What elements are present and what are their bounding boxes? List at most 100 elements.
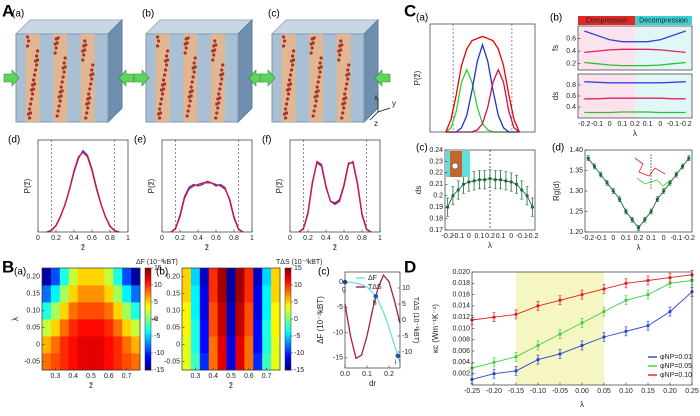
render-particle xyxy=(55,41,59,45)
heatmap-cell xyxy=(68,353,79,371)
data-point xyxy=(520,188,524,192)
render-particle xyxy=(220,77,224,81)
panel-label: (d) xyxy=(8,135,20,146)
colorbar-step xyxy=(285,290,291,294)
render-particle xyxy=(339,39,343,43)
heatmap-cell xyxy=(131,302,141,320)
series-line xyxy=(584,97,686,100)
heatmap-cell xyxy=(190,336,201,354)
x-tick-label: -0.1 xyxy=(595,235,607,242)
colorbar-step xyxy=(145,298,151,302)
y-tick-label: 0.24 xyxy=(429,147,443,154)
panel-label: (d) xyxy=(552,143,564,154)
heatmap-cell xyxy=(131,319,141,337)
render-particle xyxy=(346,77,350,81)
render-particle xyxy=(163,68,168,72)
y-tick-label: 1.20 xyxy=(569,229,583,236)
render-particle xyxy=(315,94,319,98)
colorbar-step xyxy=(145,283,151,287)
render-particle xyxy=(193,65,197,69)
data-point xyxy=(618,197,622,201)
colorbar-step xyxy=(145,354,151,358)
render-particle xyxy=(35,58,40,62)
heatmap-cell xyxy=(226,268,236,286)
x-tick-label: 0.1 xyxy=(621,235,631,242)
panel-label: (b) xyxy=(156,267,168,278)
heatmap-cell xyxy=(122,336,132,354)
heatmap-cell xyxy=(217,336,227,354)
heatmap-cell xyxy=(77,285,87,303)
colorbar-step xyxy=(285,367,291,371)
axis-arrow xyxy=(369,111,379,121)
section-letter: A xyxy=(2,1,14,20)
x-tick-label: 0.0 xyxy=(340,371,350,378)
render-arrow xyxy=(374,69,391,87)
x-tick-label: 0.1 xyxy=(643,121,653,128)
colorbar-step xyxy=(285,303,291,307)
render-particle xyxy=(286,92,291,96)
render-particle xyxy=(157,107,162,111)
y-tick-label: 0.012 xyxy=(452,314,470,321)
render-stripe xyxy=(183,34,198,122)
render-particle xyxy=(88,96,92,100)
render-particle xyxy=(343,101,347,105)
heatmap-cell xyxy=(217,353,227,371)
heatmap-cell xyxy=(244,319,254,337)
x-axis-label: z̃ xyxy=(333,243,337,252)
render-particle xyxy=(213,48,217,52)
render-particle xyxy=(186,109,190,113)
render-particle xyxy=(219,82,223,86)
x-axis-label: λ xyxy=(580,400,584,409)
y-tick-label: 0.20 xyxy=(166,273,180,280)
x-tick-label: 0.2 xyxy=(303,235,313,242)
heatmap-cell xyxy=(113,268,123,286)
data-point xyxy=(530,205,534,209)
x-axis-label: z̃ xyxy=(81,243,85,252)
y-tick-label: 1.40 xyxy=(569,147,583,154)
render-particle xyxy=(32,73,37,77)
panel-label: (e) xyxy=(134,135,146,146)
data-point xyxy=(668,281,672,285)
series-line xyxy=(170,182,244,233)
y-axis-label: λ xyxy=(11,317,20,321)
y2-tick-label: 10 xyxy=(402,285,410,292)
heatmap-cell xyxy=(104,302,114,320)
x-tick-label: 0 xyxy=(608,121,612,128)
y-tick-label: 0.23 xyxy=(429,158,443,165)
heatmap-cell xyxy=(217,302,227,320)
y-tick-label: 0.22 xyxy=(429,170,443,177)
render-particle xyxy=(319,65,323,69)
render-side xyxy=(237,18,253,124)
y-tick-label: 0.020 xyxy=(452,269,470,276)
render-side xyxy=(107,18,123,124)
x-tick-label: -0.1 xyxy=(516,233,528,240)
data-point xyxy=(592,164,597,168)
heatmap-cell xyxy=(59,268,70,286)
render-particle xyxy=(59,94,63,98)
y-tick-label: 0.010 xyxy=(452,325,470,332)
render-particle xyxy=(185,41,189,45)
render-particle xyxy=(90,68,94,72)
heatmap-cell xyxy=(131,353,141,371)
x-tick-label: 0.2 xyxy=(634,235,644,242)
heatmap-cell xyxy=(104,319,114,337)
render-label: (a) xyxy=(12,9,24,20)
x-tick-label: 0.8 xyxy=(357,235,367,242)
legend-label: φNP=0.05 xyxy=(660,363,692,370)
x-tick-label: 0.4 xyxy=(69,235,79,242)
heatmap-cell xyxy=(131,336,141,354)
heatmap-cell xyxy=(244,268,254,286)
colorbar-step xyxy=(285,270,291,274)
y-axis-label: ds xyxy=(551,92,560,100)
colorbar-step xyxy=(285,349,291,353)
heatmap-cell xyxy=(122,268,132,286)
y-axis-label: κc (Wm⁻¹K⁻¹) xyxy=(431,304,440,353)
render-particle xyxy=(164,54,169,58)
colorbar-step xyxy=(285,316,291,320)
plot-frame xyxy=(37,139,129,233)
y-tick-label: 0.8 xyxy=(566,82,576,89)
colorbar-step xyxy=(285,275,291,279)
render-arrow xyxy=(133,69,150,87)
heatmap-cell xyxy=(95,302,105,320)
render-particle xyxy=(347,72,351,76)
